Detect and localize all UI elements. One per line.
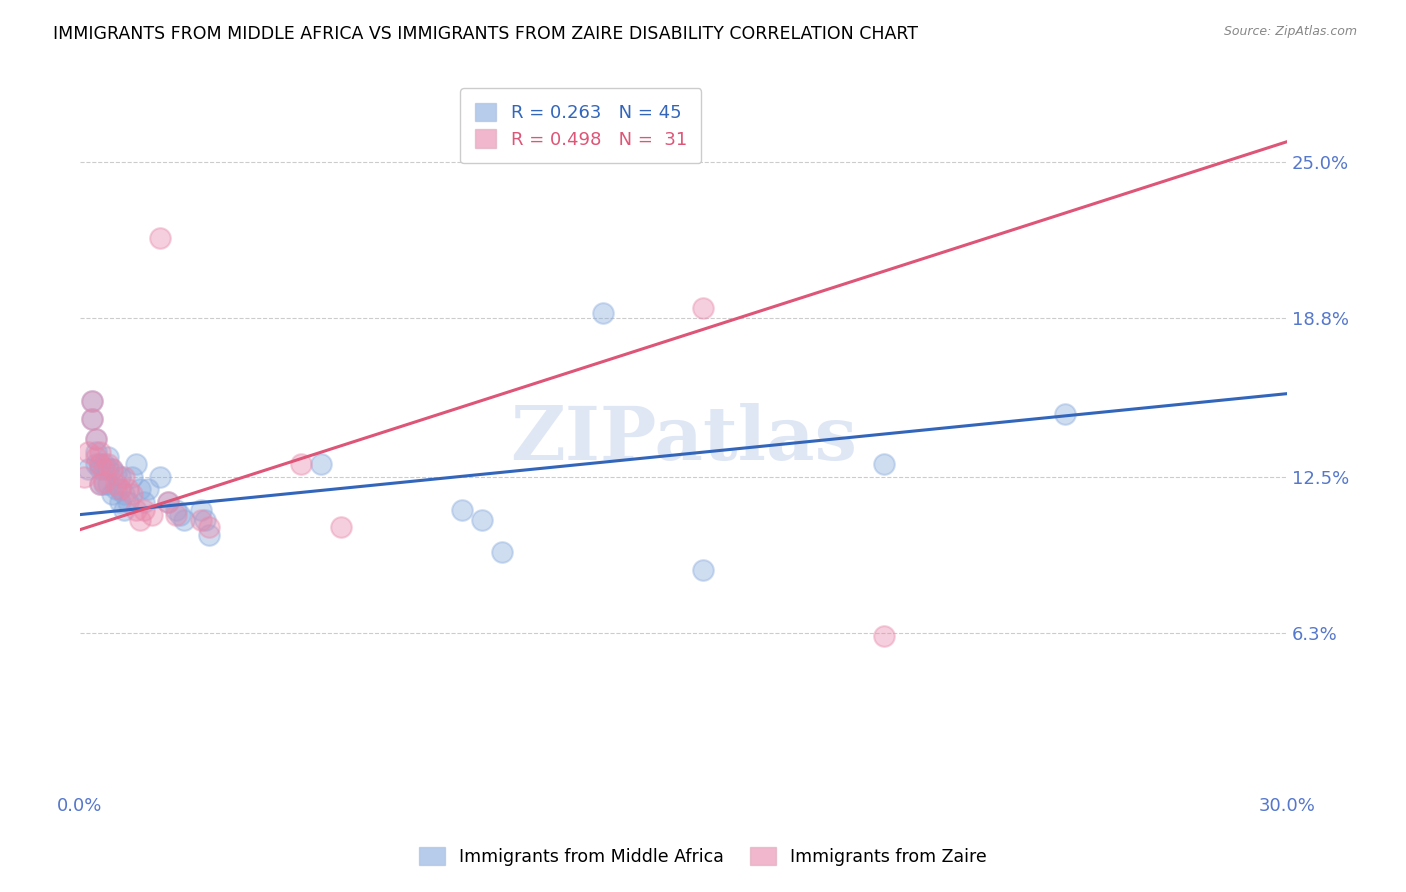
Text: IMMIGRANTS FROM MIDDLE AFRICA VS IMMIGRANTS FROM ZAIRE DISABILITY CORRELATION CH: IMMIGRANTS FROM MIDDLE AFRICA VS IMMIGRA… <box>53 25 918 43</box>
Point <box>93 462 115 476</box>
Point <box>80 394 103 409</box>
Point <box>89 477 111 491</box>
Point <box>190 502 212 516</box>
Point <box>592 306 614 320</box>
Point <box>89 457 111 471</box>
Point <box>80 412 103 426</box>
Point <box>105 477 128 491</box>
Point <box>108 483 131 497</box>
Point <box>89 457 111 471</box>
Point <box>471 513 494 527</box>
Point <box>873 628 896 642</box>
Point <box>84 450 107 464</box>
Point <box>80 394 103 409</box>
Point <box>129 483 152 497</box>
Point <box>173 513 195 527</box>
Point <box>108 483 131 497</box>
Point <box>692 301 714 315</box>
Point <box>134 495 156 509</box>
Point <box>491 545 513 559</box>
Point <box>451 502 474 516</box>
Point <box>101 462 124 476</box>
Point <box>149 230 172 244</box>
Point <box>93 457 115 471</box>
Point <box>165 502 187 516</box>
Point <box>84 457 107 471</box>
Point <box>134 502 156 516</box>
Point <box>149 470 172 484</box>
Point <box>89 444 111 458</box>
Point <box>108 470 131 484</box>
Point <box>165 508 187 522</box>
Point <box>73 470 96 484</box>
Point <box>77 462 100 476</box>
Point <box>141 508 163 522</box>
Point <box>97 477 120 491</box>
Point <box>105 483 128 497</box>
Point <box>108 495 131 509</box>
Point <box>77 444 100 458</box>
Point <box>1054 407 1077 421</box>
Point <box>190 513 212 527</box>
Point <box>101 487 124 501</box>
Legend: R = 0.263   N = 45, R = 0.498   N =  31: R = 0.263 N = 45, R = 0.498 N = 31 <box>460 88 702 163</box>
Point <box>873 457 896 471</box>
Point <box>93 475 115 489</box>
Point <box>117 495 139 509</box>
Text: ZIPatlas: ZIPatlas <box>510 402 856 475</box>
Point <box>97 462 120 476</box>
Point <box>112 487 135 501</box>
Legend: Immigrants from Middle Africa, Immigrants from Zaire: Immigrants from Middle Africa, Immigrant… <box>412 840 994 872</box>
Point <box>330 520 353 534</box>
Point <box>84 432 107 446</box>
Point <box>125 457 148 471</box>
Point <box>692 563 714 577</box>
Point <box>121 487 143 501</box>
Point <box>136 483 159 497</box>
Point <box>112 502 135 516</box>
Point <box>121 470 143 484</box>
Point <box>97 450 120 464</box>
Point <box>197 528 219 542</box>
Point <box>129 513 152 527</box>
Point <box>157 495 180 509</box>
Point <box>97 457 120 471</box>
Point <box>197 520 219 534</box>
Point <box>101 462 124 476</box>
Text: Source: ZipAtlas.com: Source: ZipAtlas.com <box>1223 25 1357 38</box>
Point <box>93 477 115 491</box>
Point <box>309 457 332 471</box>
Point <box>169 508 191 522</box>
Point <box>117 483 139 497</box>
Point <box>194 513 217 527</box>
Point <box>112 470 135 484</box>
Point <box>80 412 103 426</box>
Point <box>89 462 111 476</box>
Point <box>157 495 180 509</box>
Point <box>105 467 128 482</box>
Point <box>89 477 111 491</box>
Point <box>290 457 312 471</box>
Point <box>84 432 107 446</box>
Point <box>125 502 148 516</box>
Point <box>84 444 107 458</box>
